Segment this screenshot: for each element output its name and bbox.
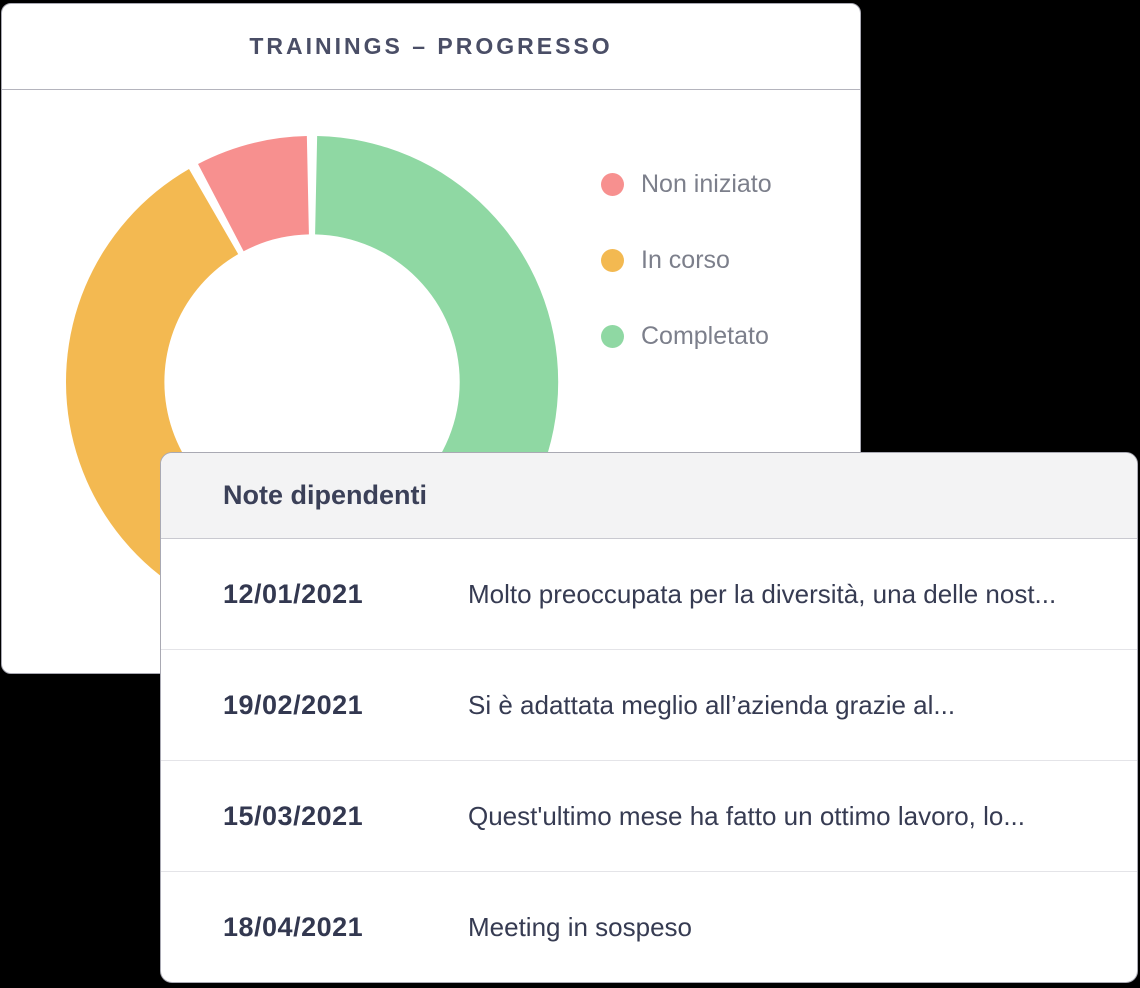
legend-label: Non iniziato: [641, 170, 772, 198]
notes-card-header: Note dipendenti: [161, 453, 1137, 539]
note-row[interactable]: 18/04/2021 Meeting in sospeso: [161, 872, 1137, 982]
note-text: Si è adattata meglio all’azienda grazie …: [468, 689, 956, 720]
note-row[interactable]: 12/01/2021 Molto preoccupata per la diver…: [161, 539, 1137, 650]
legend-color-dot: [601, 173, 624, 196]
notes-table: 12/01/2021 Molto preoccupata per la diver…: [161, 539, 1137, 982]
legend-color-dot: [601, 325, 624, 348]
note-row[interactable]: 19/02/2021 Si è adattata meglio all’azien…: [161, 650, 1137, 761]
trainings-card-title: TRAININGS – PROGRESSO: [249, 33, 613, 59]
legend-item-non-iniziato[interactable]: Non iniziato: [601, 170, 772, 199]
notes-card-title: Note dipendenti: [223, 480, 427, 510]
legend-item-in-corso[interactable]: In corso: [601, 246, 772, 275]
chart-legend: Non iniziato In corso Completato: [601, 170, 772, 351]
legend-label: In corso: [641, 246, 730, 274]
note-date: 18/04/2021: [223, 912, 364, 942]
note-date: 15/03/2021: [223, 800, 364, 831]
legend-label: Completato: [641, 322, 769, 350]
note-date: 19/02/2021: [223, 689, 364, 720]
note-row[interactable]: 15/03/2021 Quest'ultimo mese ha fatto un …: [161, 761, 1137, 872]
note-text: Quest'ultimo mese ha fatto un ottimo lav…: [468, 800, 1026, 831]
donut-segment-non-iniziato[interactable]: [198, 136, 309, 252]
note-text: Molto preoccupata per la diversità, una …: [468, 578, 1057, 609]
legend-item-completato[interactable]: Completato: [601, 322, 772, 351]
donut-segment-in-corso[interactable]: [65, 168, 309, 628]
note-text: Meeting in sospeso: [468, 912, 693, 942]
trainings-card-header: TRAININGS – PROGRESSO: [2, 4, 860, 90]
note-date: 12/01/2021: [223, 578, 364, 609]
employee-notes-card: Note dipendenti 12/01/2021 Molto preoccup…: [160, 452, 1138, 983]
legend-color-dot: [601, 249, 624, 272]
